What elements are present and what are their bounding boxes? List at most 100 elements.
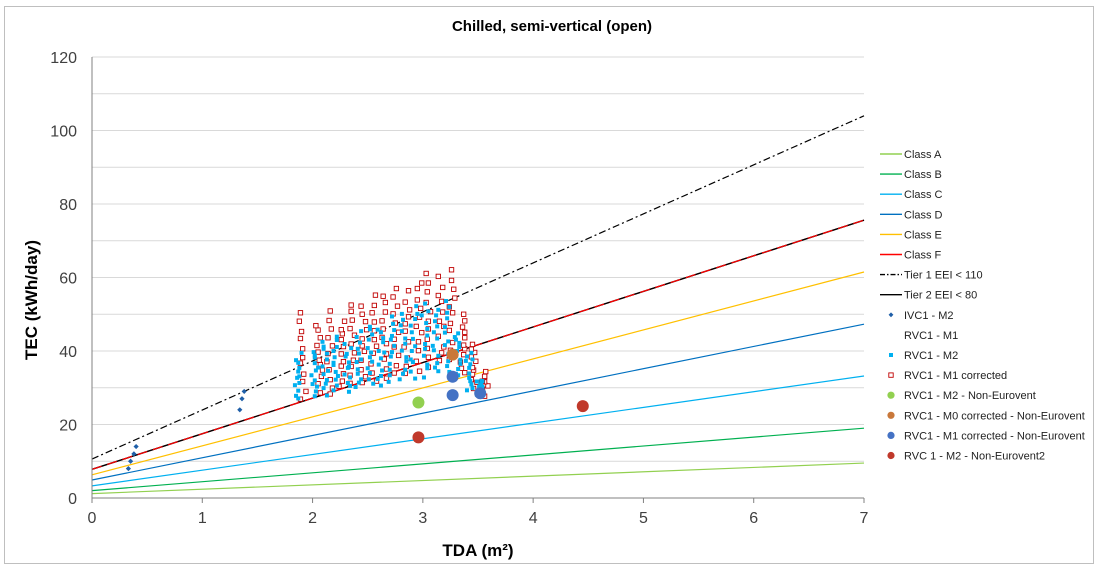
legend-item-class-e: Class E	[880, 229, 942, 241]
legend-label: IVC1 - M2	[904, 310, 954, 322]
point-rvc1-m1-corrected	[315, 349, 321, 355]
point-rvc1-m2	[425, 362, 430, 367]
point-rvc1-m2	[388, 354, 393, 359]
point-rvc1-m1-corrected	[383, 375, 390, 381]
point-rvc1-m2	[324, 378, 329, 383]
point-rvc1-m2	[457, 340, 462, 345]
point-rvc1-m2	[456, 367, 461, 372]
legend-item-rvc1-m2-non-eurovent: RVC1 - M2 - Non-Eurovent	[887, 390, 1036, 402]
point-rvc1-m1-corrected	[425, 354, 432, 360]
legend-label: RVC1 - M2 - Non-Eurovent	[904, 390, 1036, 402]
legend-swatch	[888, 372, 894, 378]
point-rvc1-m2	[312, 355, 317, 360]
point-rvc1-m1-corrected	[319, 367, 326, 373]
point-rvc1-m2	[366, 377, 371, 382]
point-rvc1-m1-corrected	[438, 298, 445, 305]
point-rvc1-m2	[442, 330, 447, 335]
point-rvc1-m1-corrected	[405, 314, 412, 320]
point-rvc1-m2	[410, 336, 415, 341]
point-rvc1-m2	[376, 362, 381, 367]
point-rvc1-m1-corrected	[405, 288, 412, 294]
point-rvc1-m1-corrected	[435, 292, 441, 299]
point-rvc1-m2-non-eurovent	[412, 396, 425, 409]
point-rvc1-m2	[401, 371, 406, 376]
point-rvc1-m1-corrected	[440, 309, 446, 315]
point-rvc1-m2	[381, 336, 386, 341]
legend-item-class-c: Class C	[880, 189, 943, 201]
point-rvc1-m2	[334, 337, 339, 342]
line-class-c	[91, 375, 865, 487]
point-rvc1-m1-corrected	[326, 317, 332, 324]
x-tick-label: 2	[308, 510, 317, 527]
legend-label: Class D	[904, 209, 943, 221]
point-rvc1-m2	[331, 360, 336, 365]
point-rvc1-m1-corrected	[371, 319, 377, 325]
point-ivc1-m2	[125, 466, 131, 472]
point-rvc1-m2	[426, 309, 431, 314]
y-tick-label: 60	[59, 271, 77, 288]
point-rvc1-m1-corrected	[328, 326, 334, 332]
point-rvc1-m1-corrected	[449, 339, 456, 346]
point-rvc1-m2	[434, 313, 439, 318]
point-rvc1-m2	[388, 337, 393, 342]
point-rvc1-m2	[342, 372, 347, 377]
point-rvc1-m2	[389, 350, 394, 355]
legend-label: Class C	[904, 189, 943, 201]
point-rvc1-m1-corrected	[440, 284, 446, 291]
point-rvc1-m2	[370, 359, 375, 364]
legend-label: Class A	[904, 149, 942, 161]
point-rvc1-m2	[331, 388, 336, 393]
point-rvc1-m1-corrected	[447, 320, 454, 327]
point-rvc1-m2	[345, 380, 350, 385]
point-rvc1-m2	[425, 326, 430, 331]
legend-label: Class F	[904, 250, 942, 262]
point-rvc1-m1-corrected	[362, 374, 369, 380]
point-rvc1-m2	[446, 359, 451, 364]
point-rvc1-m1-corrected	[325, 335, 331, 341]
legend-label: Tier 1 EEI < 110	[904, 270, 983, 282]
point-rvc1-m1-corrected	[351, 350, 358, 356]
point-rvc1-m1-corrected	[373, 343, 380, 349]
x-tick-label: 4	[529, 510, 538, 527]
point-rvc1-m2	[387, 373, 392, 378]
point-rvc1-m2	[312, 394, 317, 399]
point-rvc1-m2	[467, 371, 472, 376]
point-rvc1-m2	[324, 357, 329, 362]
point-ivc1-m2	[241, 388, 247, 395]
point-rvc1-m2	[346, 364, 351, 369]
point-rvc1-m2	[367, 327, 372, 332]
legend-label: Tier 2 EEI < 80	[904, 290, 977, 302]
point-rvc1-m1-corrected	[382, 309, 389, 315]
point-rvc1-m1-corrected	[371, 302, 377, 309]
legend-item-class-b: Class B	[880, 169, 942, 181]
point-rvc1-m1-corrected	[327, 308, 333, 314]
point-rvc1-m2	[320, 364, 325, 369]
legend-item-rvc1-m2: RVC1 - M2	[889, 350, 958, 362]
point-rvc1-m2	[378, 373, 383, 378]
point-rvc1-m1-corrected	[359, 343, 365, 349]
point-rvc1-m1-corrected	[418, 305, 424, 312]
point-rvc1-m2	[431, 348, 436, 353]
point-rvc1-m2	[453, 337, 458, 342]
point-rvc1-m2	[392, 343, 397, 348]
point-rvc1-m2	[297, 374, 302, 379]
chart-frame	[4, 6, 1094, 564]
point-rvc1-m1-corrected	[298, 328, 305, 335]
point-ivc1-m2	[128, 458, 134, 464]
point-rvc1-m1-corrected	[414, 285, 420, 292]
point-rvc1-m2	[442, 325, 447, 330]
point-rvc1-m2	[409, 349, 414, 353]
x-tick-label: 6	[749, 510, 758, 527]
point-rvc1-m2	[397, 377, 402, 382]
y-tick-label: 20	[59, 418, 77, 435]
point-rvc1-m2	[408, 369, 413, 374]
point-rvc1-m2	[470, 386, 475, 391]
point-rvc1-m1-corrected	[391, 370, 397, 376]
point-rvc1-m1-corrected	[449, 310, 456, 316]
legend-item-class-d: Class D	[880, 209, 943, 221]
point-rvc1-m1-corrected-non-eurovent	[446, 389, 459, 402]
point-rvc1-m1-corrected	[317, 335, 323, 341]
y-tick-label: 0	[68, 491, 77, 508]
point-rvc1-m2	[404, 355, 409, 360]
point-rvc1-m1-corrected	[446, 327, 452, 334]
